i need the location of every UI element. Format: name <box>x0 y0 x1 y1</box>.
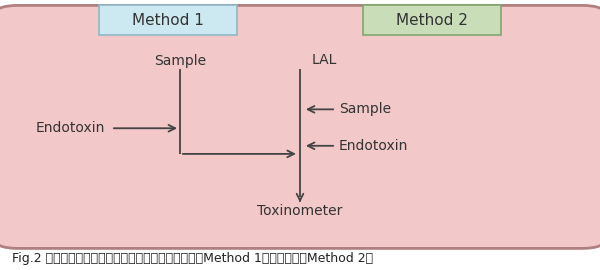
Text: Sample: Sample <box>154 53 206 68</box>
FancyBboxPatch shape <box>0 5 600 248</box>
Text: LAL: LAL <box>312 53 337 68</box>
Text: Sample: Sample <box>339 102 391 116</box>
Text: Method 1: Method 1 <box>132 13 204 28</box>
Text: Endotoxin: Endotoxin <box>36 121 106 135</box>
FancyBboxPatch shape <box>363 5 501 35</box>
Text: Method 2: Method 2 <box>396 13 468 28</box>
Text: Fig.2 エンドトキシン添加回収試験における従来法（Method 1）と改良法（Method 2）: Fig.2 エンドトキシン添加回収試験における従来法（Method 1）と改良法… <box>12 252 373 265</box>
Text: Endotoxin: Endotoxin <box>339 139 409 153</box>
Text: Toxinometer: Toxinometer <box>257 204 343 218</box>
FancyBboxPatch shape <box>99 5 237 35</box>
